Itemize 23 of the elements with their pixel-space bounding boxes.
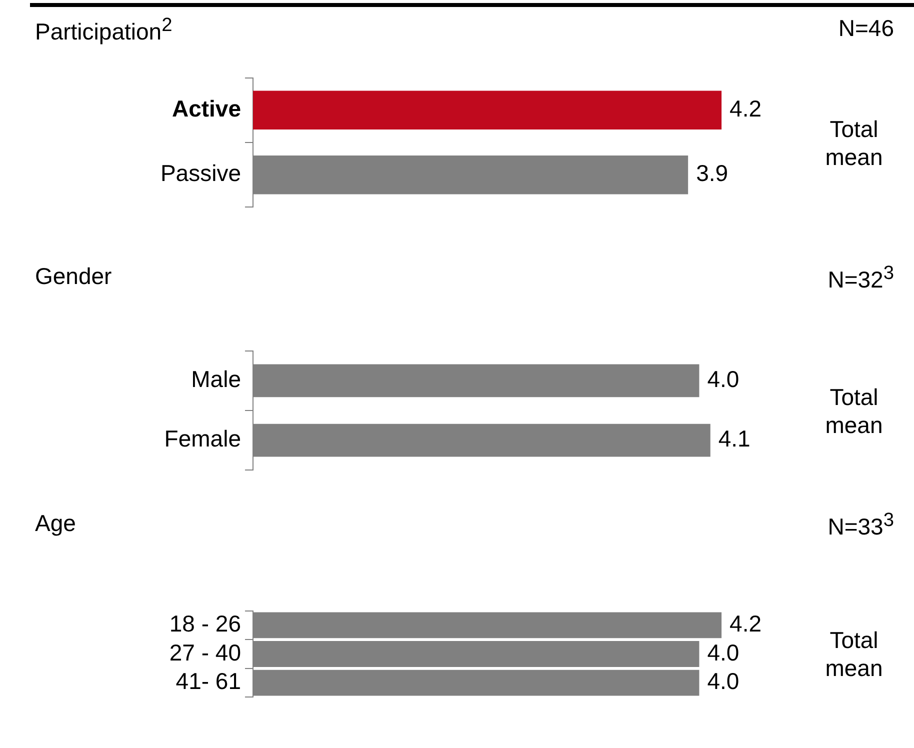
text: N=46 — [838, 15, 894, 42]
data-label: 3.9 — [696, 160, 728, 186]
data-label: 4.1 — [718, 426, 750, 452]
text: Total mean — [824, 626, 884, 682]
text: Age — [35, 510, 76, 537]
text: N=32$^{3}$ — [828, 263, 894, 294]
y-tick-label: Passive — [160, 160, 241, 186]
y-tick-label: Active — [172, 95, 241, 122]
y-tick-label: 41- 61 — [176, 668, 241, 694]
y-tick-label: Female — [164, 426, 241, 452]
data-label: 4.0 — [707, 668, 740, 694]
data-label: 4.2 — [730, 95, 762, 122]
chart-title: Participation$^{2}$ — [35, 15, 172, 46]
data-label: 4.0 — [707, 366, 740, 392]
data-label: 4.0 — [707, 639, 740, 666]
data-label: 4.2 — [730, 610, 762, 637]
y-tick-label: Male — [191, 366, 241, 392]
text: N=33$^{3}$ — [828, 510, 894, 541]
text: Total mean — [824, 114, 884, 170]
y-tick-label: 18 - 26 — [169, 610, 241, 637]
chart-title: Gender — [35, 263, 112, 290]
text: Total mean — [824, 382, 884, 438]
y-tick-label: 27 - 40 — [169, 639, 241, 666]
